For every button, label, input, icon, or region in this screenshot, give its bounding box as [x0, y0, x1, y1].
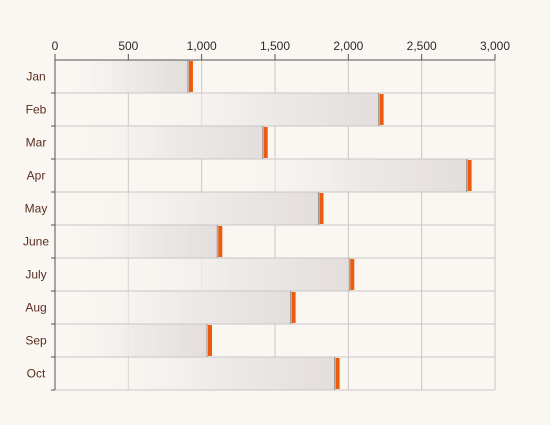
x-tick-label: 1,500 [260, 39, 290, 53]
x-tick-label: 0 [52, 39, 59, 53]
y-tick-label: Sep [25, 334, 47, 348]
value-marker [291, 292, 296, 323]
value-marker [467, 160, 472, 191]
value-marker [188, 61, 193, 92]
x-tick-label: 2,500 [407, 39, 437, 53]
x-tick-label: 3,000 [480, 39, 510, 53]
bar [55, 291, 293, 324]
y-tick-label: July [25, 268, 46, 282]
value-marker [319, 193, 324, 224]
y-tick-label: Mar [26, 136, 47, 150]
y-tick-label: May [25, 202, 48, 216]
value-marker [350, 259, 355, 290]
bar [120, 93, 381, 126]
x-tick-label: 2,000 [333, 39, 363, 53]
y-tick-label: Apr [27, 169, 46, 183]
bar [55, 126, 265, 159]
value-marker [263, 127, 268, 158]
bars [55, 60, 472, 390]
x-tick-label: 1,000 [187, 39, 217, 53]
bar [76, 357, 337, 390]
bar [60, 192, 321, 225]
value-marker [335, 358, 340, 389]
value-marker [208, 325, 212, 356]
y-tick-label: Feb [26, 103, 47, 117]
y-tick-label: Jan [26, 70, 45, 84]
bar [208, 159, 469, 192]
bar [55, 324, 209, 357]
y-tick-label: June [23, 235, 49, 249]
x-tick-label: 500 [118, 39, 138, 53]
y-tick-label: Aug [25, 301, 46, 315]
value-marker [218, 226, 223, 257]
bar [55, 225, 220, 258]
bar [91, 258, 352, 291]
axes: 0 500 1,000 1,500 2,000 2,500 3,000 Jan Feb Mar Ap… [23, 39, 510, 391]
grid [54, 60, 496, 391]
value-marker [379, 94, 384, 125]
bar [55, 60, 190, 93]
y-tick-label: Oct [27, 367, 46, 381]
